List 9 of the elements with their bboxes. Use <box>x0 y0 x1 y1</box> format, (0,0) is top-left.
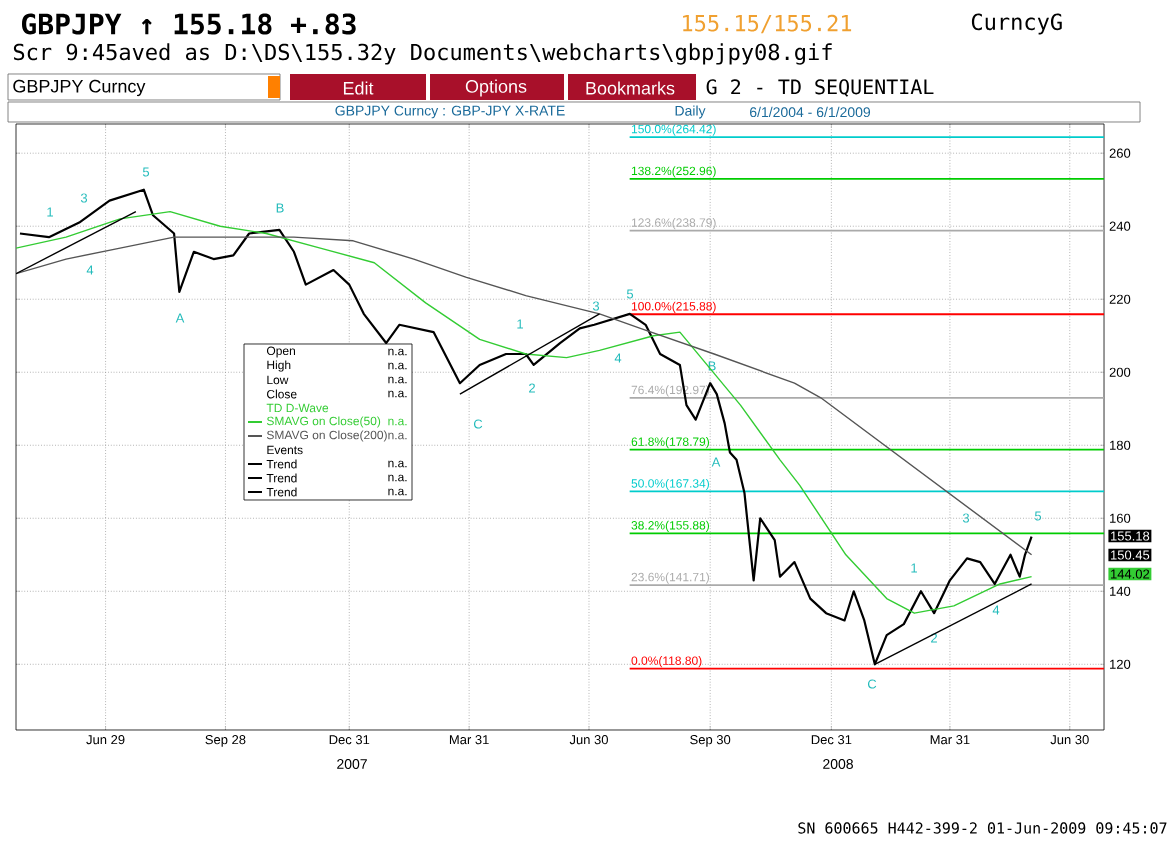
text: Options <box>465 79 527 97</box>
text: CurncyG <box>971 13 1062 35</box>
chart-title: GBPJPY ↑ 155.18 +.83 <box>21 13 356 35</box>
text: 155.15/155.21 <box>683 14 852 34</box>
text: Edit <box>343 81 374 95</box>
chart-subtitle: Scr 9:45aved as D:\DS\155.32y Documents\webcharts\gbpjpy08.gif <box>13 43 832 65</box>
text: GBPJPY Curncy <box>13 79 146 97</box>
text: Bookmarks <box>586 81 675 95</box>
text: G 2 - TD SEQUENTIAL <box>706 79 934 97</box>
